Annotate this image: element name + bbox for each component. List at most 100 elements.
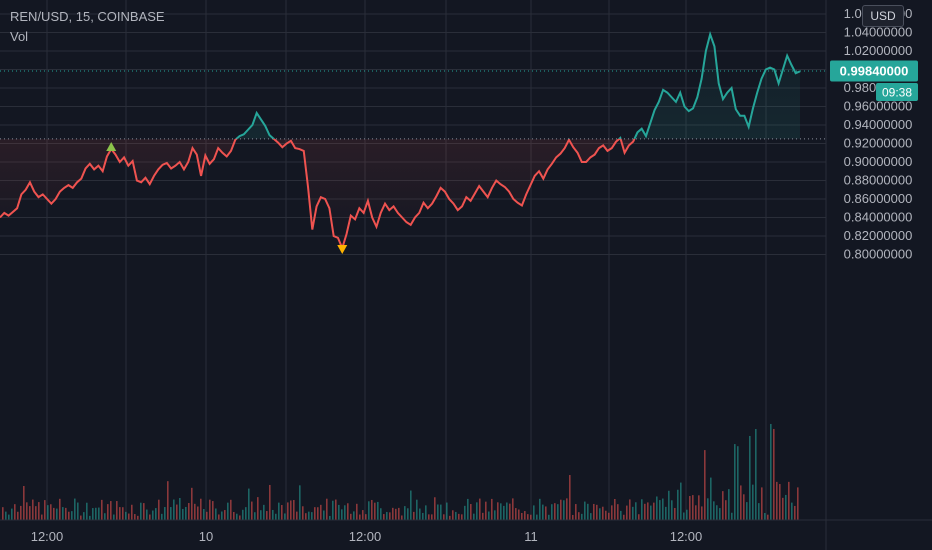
- volume-bar: [59, 498, 61, 520]
- volume-bar: [254, 512, 256, 520]
- volume-bar: [407, 508, 409, 520]
- y-tick-label: 0.80000000: [844, 247, 913, 262]
- volume-bar: [413, 511, 415, 520]
- volume-bar: [749, 435, 751, 520]
- volume-bar: [302, 506, 304, 520]
- volume-bar: [605, 510, 607, 520]
- y-tick-label: 0.90000000: [844, 154, 913, 169]
- volume-bar: [773, 428, 775, 520]
- volume-bar: [755, 429, 757, 520]
- volume-bar: [383, 514, 385, 520]
- volume-bar: [83, 512, 85, 520]
- volume-bar: [332, 500, 334, 520]
- volume-bar: [365, 514, 367, 520]
- volume-bar: [122, 507, 124, 520]
- volume-bar: [422, 512, 424, 520]
- volume-bar: [80, 515, 82, 520]
- volume-bar: [446, 502, 448, 520]
- volume-bar: [65, 507, 67, 520]
- volume-bar: [572, 514, 574, 520]
- volume-bar: [644, 503, 646, 520]
- volume-bar: [614, 498, 616, 520]
- volume-bar: [212, 501, 214, 520]
- volume-bar: [323, 510, 325, 520]
- volume-bar: [266, 511, 268, 520]
- volume-bar: [293, 500, 295, 520]
- y-tick-label: 1.02000000: [844, 43, 913, 58]
- series-line-up: [234, 30, 801, 139]
- volume-bar: [686, 509, 688, 520]
- volume-bar: [419, 508, 421, 520]
- volume-bar: [515, 508, 517, 520]
- volume-bar: [707, 498, 709, 520]
- volume-bar: [86, 502, 88, 520]
- volume-bar: [131, 504, 133, 520]
- volume-bar: [449, 515, 451, 520]
- countdown-label: 09:38: [882, 85, 912, 99]
- volume-bar: [245, 507, 247, 520]
- volume-bar: [467, 498, 469, 520]
- volume-bar: [563, 500, 565, 520]
- volume-bar: [665, 506, 667, 520]
- volume-bar: [242, 509, 244, 520]
- series-lines: [0, 30, 826, 251]
- volume-bar: [458, 513, 460, 520]
- volume-bars: [2, 423, 799, 520]
- volume-bar: [710, 477, 712, 520]
- volume-bar: [512, 498, 514, 520]
- volume-bar: [473, 513, 475, 520]
- grid: [0, 0, 826, 520]
- volume-bar: [296, 511, 298, 520]
- volume-bar: [542, 504, 544, 520]
- volume-bar: [389, 512, 391, 520]
- chart-title: REN/USD, 15, COINBASE: [10, 9, 165, 24]
- volume-bar: [587, 503, 589, 520]
- volume-bar: [650, 505, 652, 520]
- volume-bar: [98, 507, 100, 520]
- volume-bar: [269, 484, 271, 520]
- volume-bar: [320, 504, 322, 520]
- volume-bar: [479, 498, 481, 520]
- volume-bar: [299, 485, 301, 520]
- volume-bar: [29, 506, 31, 520]
- volume-bar: [275, 513, 277, 520]
- volume-bar: [230, 499, 232, 520]
- volume-bar: [260, 510, 262, 520]
- volume-bar: [641, 499, 643, 520]
- volume-bar: [74, 498, 76, 520]
- volume-bar: [455, 511, 457, 520]
- volume-bar: [38, 502, 40, 520]
- volume-bar: [107, 504, 109, 520]
- volume-bar: [593, 503, 595, 520]
- volume-bar: [782, 497, 784, 520]
- volume-bar: [548, 514, 550, 520]
- volume-bar: [377, 501, 379, 520]
- volume-bar: [632, 506, 634, 520]
- volume-bar: [647, 502, 649, 520]
- volume-bar: [659, 500, 661, 520]
- volume-bar: [353, 511, 355, 520]
- volume-bar: [194, 503, 196, 520]
- volume-indicator-label[interactable]: Vol: [10, 29, 29, 44]
- volume-bar: [209, 499, 211, 520]
- volume-bar: [311, 512, 313, 520]
- volume-bar: [788, 481, 790, 520]
- volume-bar: [35, 506, 37, 520]
- volume-bar: [725, 500, 727, 520]
- volume-bar: [557, 504, 559, 520]
- volume-bar: [221, 511, 223, 520]
- volume-bar: [635, 502, 637, 520]
- currency-button[interactable]: USD: [862, 5, 904, 27]
- volume-bar: [149, 514, 151, 520]
- volume-bar: [257, 497, 259, 520]
- volume-bar: [497, 502, 499, 520]
- volume-bar: [596, 504, 598, 520]
- volume-bar: [617, 504, 619, 520]
- volume-bar: [743, 494, 745, 520]
- volume-bar: [77, 502, 79, 520]
- volume-bar: [308, 511, 310, 520]
- volume-bar: [626, 505, 628, 520]
- volume-bar: [128, 513, 130, 520]
- volume-bar: [284, 513, 286, 520]
